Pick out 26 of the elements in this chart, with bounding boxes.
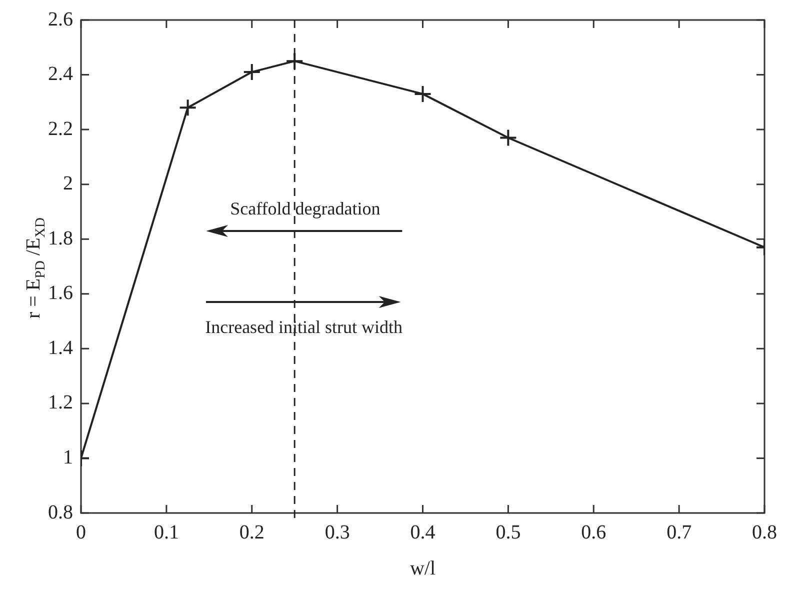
y-tick-label: 1 — [63, 446, 73, 468]
x-tick-label: 0.8 — [752, 521, 777, 544]
annotation: Increased initial strut width — [205, 316, 403, 337]
y-tick-label: 1.8 — [48, 227, 73, 250]
point — [178, 98, 197, 117]
point — [242, 63, 261, 82]
y-tick-label: 2 — [63, 172, 73, 195]
y-tick-label: 1.6 — [48, 282, 73, 304]
x-tick-label: 0.2 — [239, 521, 264, 544]
x-axis-title: w/l — [410, 557, 436, 580]
x-tick-label: 0.6 — [581, 521, 606, 544]
point — [414, 84, 432, 103]
y-tick-label: 1.4 — [48, 336, 73, 359]
annotation: Scaffold degradation — [230, 198, 380, 219]
y-tick-label: 1.2 — [48, 392, 73, 414]
y-tick-label: 2.6 — [48, 8, 73, 30]
y-tick-label: 2.2 — [48, 118, 73, 140]
x-tick-label: 0.4 — [410, 521, 436, 544]
y-tick-label: 2.4 — [48, 63, 73, 86]
point — [286, 52, 304, 70]
x-tick-label: 0.3 — [324, 521, 350, 544]
x-tick-label: 0.1 — [154, 521, 179, 544]
y-tick-label: 0.8 — [48, 501, 73, 524]
x-tick-label: 0.7 — [666, 521, 692, 544]
x-tick-label: 0.5 — [496, 521, 521, 544]
x-tick-label: 0 — [76, 521, 86, 544]
